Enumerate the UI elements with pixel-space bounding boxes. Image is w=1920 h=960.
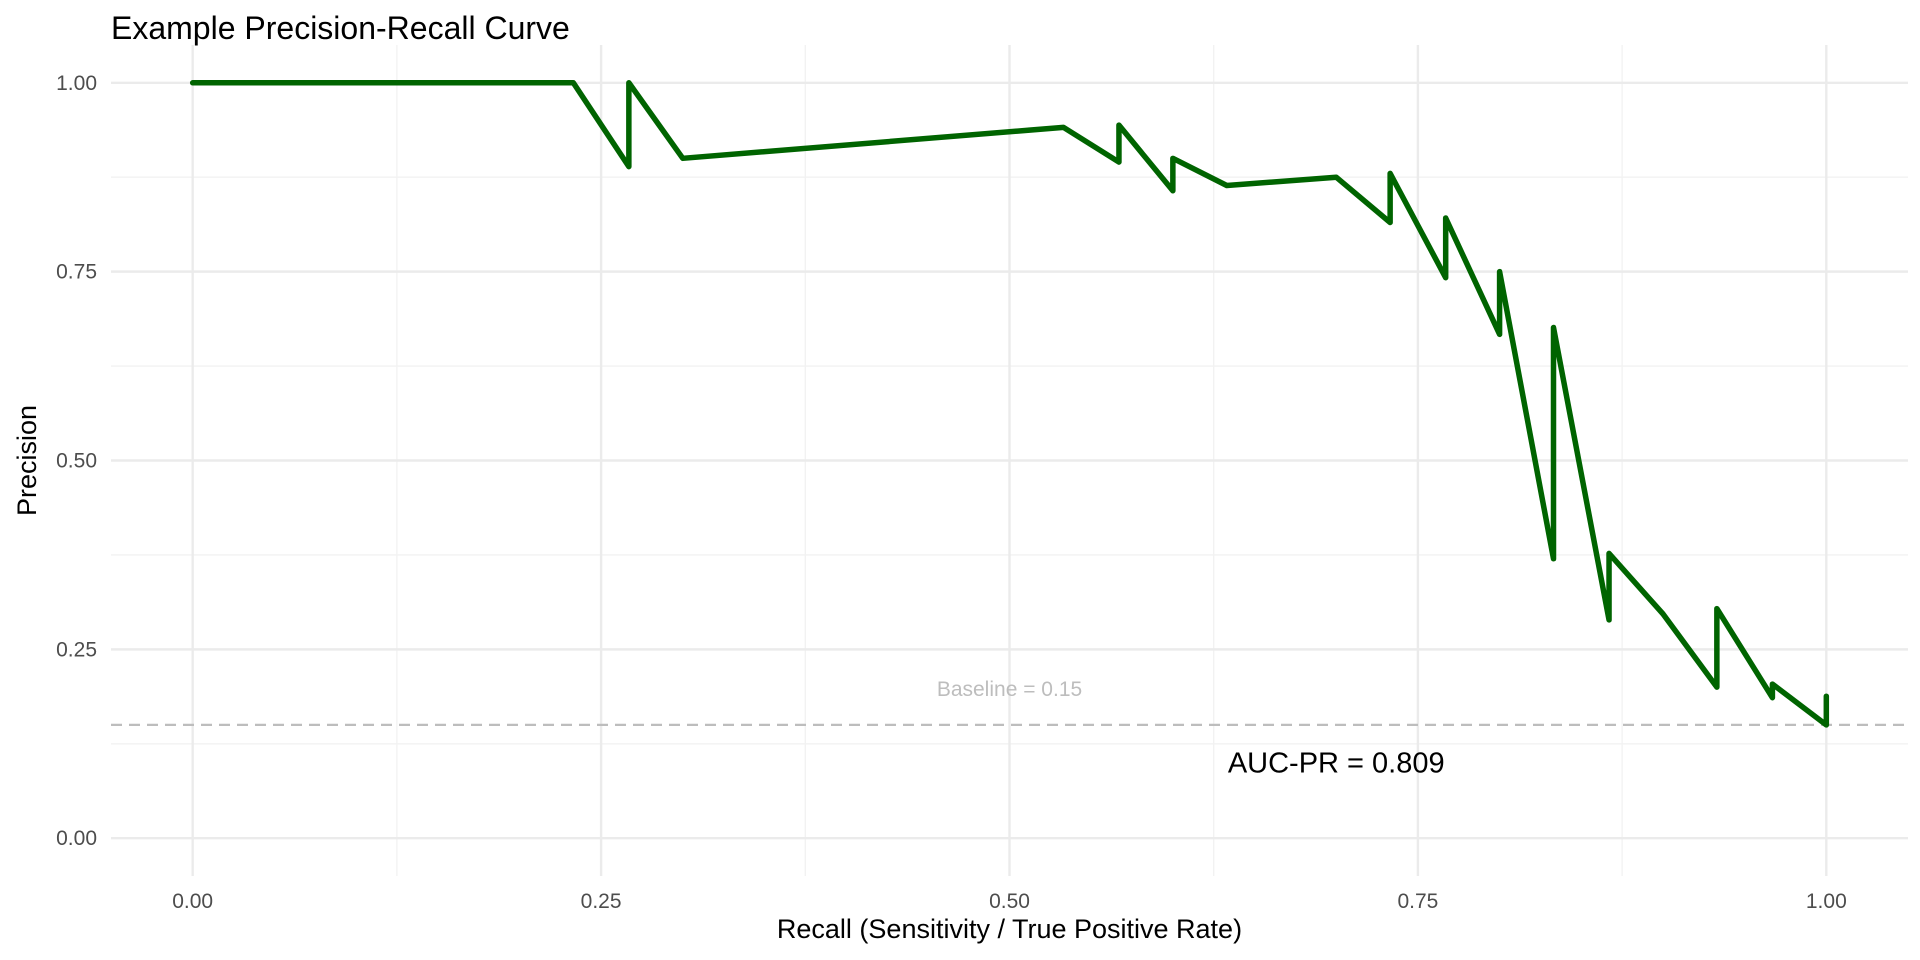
grid-lines <box>111 45 1908 876</box>
x-tick-label: 0.25 <box>581 890 622 913</box>
x-axis-tick-labels: 0.00 0.25 0.50 0.75 1.00 <box>172 890 1847 913</box>
y-tick-label: 1.00 <box>56 72 97 95</box>
y-tick-label: 0.25 <box>56 638 97 661</box>
y-axis-tick-labels: 0.00 0.25 0.50 0.75 1.00 <box>56 72 97 850</box>
x-axis-title: Recall (Sensitivity / True Positive Rate… <box>777 914 1242 944</box>
baseline-label: Baseline = 0.15 <box>937 678 1082 701</box>
x-tick-label: 1.00 <box>1806 890 1847 913</box>
auc-annotation: AUC-PR = 0.809 <box>1228 748 1445 780</box>
x-tick-label: 0.75 <box>1397 890 1438 913</box>
x-tick-label: 0.00 <box>172 890 213 913</box>
y-tick-label: 0.50 <box>56 450 97 473</box>
chart-title: Example Precision-Recall Curve <box>111 10 570 46</box>
y-tick-label: 0.00 <box>56 827 97 850</box>
x-tick-label: 0.50 <box>989 890 1030 913</box>
y-axis-title: Precision <box>12 405 42 516</box>
y-tick-label: 0.75 <box>56 261 97 284</box>
pr-curve-line <box>189 80 1830 728</box>
series-group <box>189 80 1830 728</box>
